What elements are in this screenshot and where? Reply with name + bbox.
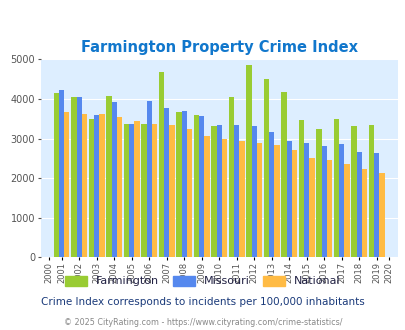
- Bar: [176, 112, 181, 257]
- Title: Farmington Property Crime Index: Farmington Property Crime Index: [81, 41, 357, 55]
- Bar: [351, 126, 356, 257]
- Bar: [124, 123, 129, 257]
- Bar: [181, 111, 186, 257]
- Bar: [186, 129, 192, 257]
- Bar: [379, 173, 384, 257]
- Bar: [146, 101, 151, 257]
- Bar: [303, 143, 309, 257]
- Bar: [246, 65, 251, 257]
- Bar: [111, 102, 117, 257]
- Bar: [204, 136, 209, 257]
- Bar: [198, 115, 204, 257]
- Bar: [99, 114, 104, 257]
- Bar: [239, 141, 244, 257]
- Bar: [151, 124, 157, 257]
- Bar: [71, 97, 76, 257]
- Bar: [216, 125, 221, 257]
- Bar: [286, 141, 291, 257]
- Legend: Farmington, Missouri, National: Farmington, Missouri, National: [61, 271, 344, 291]
- Bar: [269, 132, 274, 257]
- Bar: [356, 152, 361, 257]
- Bar: [333, 119, 338, 257]
- Bar: [343, 164, 349, 257]
- Bar: [263, 79, 269, 257]
- Bar: [89, 119, 94, 257]
- Bar: [53, 93, 59, 257]
- Bar: [234, 125, 239, 257]
- Bar: [158, 72, 164, 257]
- Bar: [211, 126, 216, 257]
- Bar: [274, 145, 279, 257]
- Bar: [291, 150, 296, 257]
- Bar: [309, 158, 314, 257]
- Bar: [134, 121, 139, 257]
- Bar: [338, 144, 343, 257]
- Bar: [326, 160, 331, 257]
- Bar: [141, 123, 146, 257]
- Bar: [117, 117, 122, 257]
- Bar: [59, 90, 64, 257]
- Bar: [129, 124, 134, 257]
- Bar: [76, 97, 81, 257]
- Text: © 2025 CityRating.com - https://www.cityrating.com/crime-statistics/: © 2025 CityRating.com - https://www.city…: [64, 318, 341, 327]
- Bar: [221, 139, 226, 257]
- Bar: [106, 96, 111, 257]
- Bar: [228, 97, 234, 257]
- Bar: [321, 146, 326, 257]
- Bar: [298, 119, 303, 257]
- Bar: [169, 125, 174, 257]
- Bar: [64, 112, 69, 257]
- Bar: [164, 108, 169, 257]
- Bar: [256, 143, 262, 257]
- Bar: [361, 170, 367, 257]
- Bar: [368, 125, 373, 257]
- Bar: [373, 153, 379, 257]
- Bar: [251, 125, 256, 257]
- Bar: [315, 129, 321, 257]
- Text: Crime Index corresponds to incidents per 100,000 inhabitants: Crime Index corresponds to incidents per…: [41, 297, 364, 307]
- Bar: [94, 115, 99, 257]
- Bar: [193, 115, 198, 257]
- Bar: [281, 92, 286, 257]
- Bar: [81, 114, 87, 257]
